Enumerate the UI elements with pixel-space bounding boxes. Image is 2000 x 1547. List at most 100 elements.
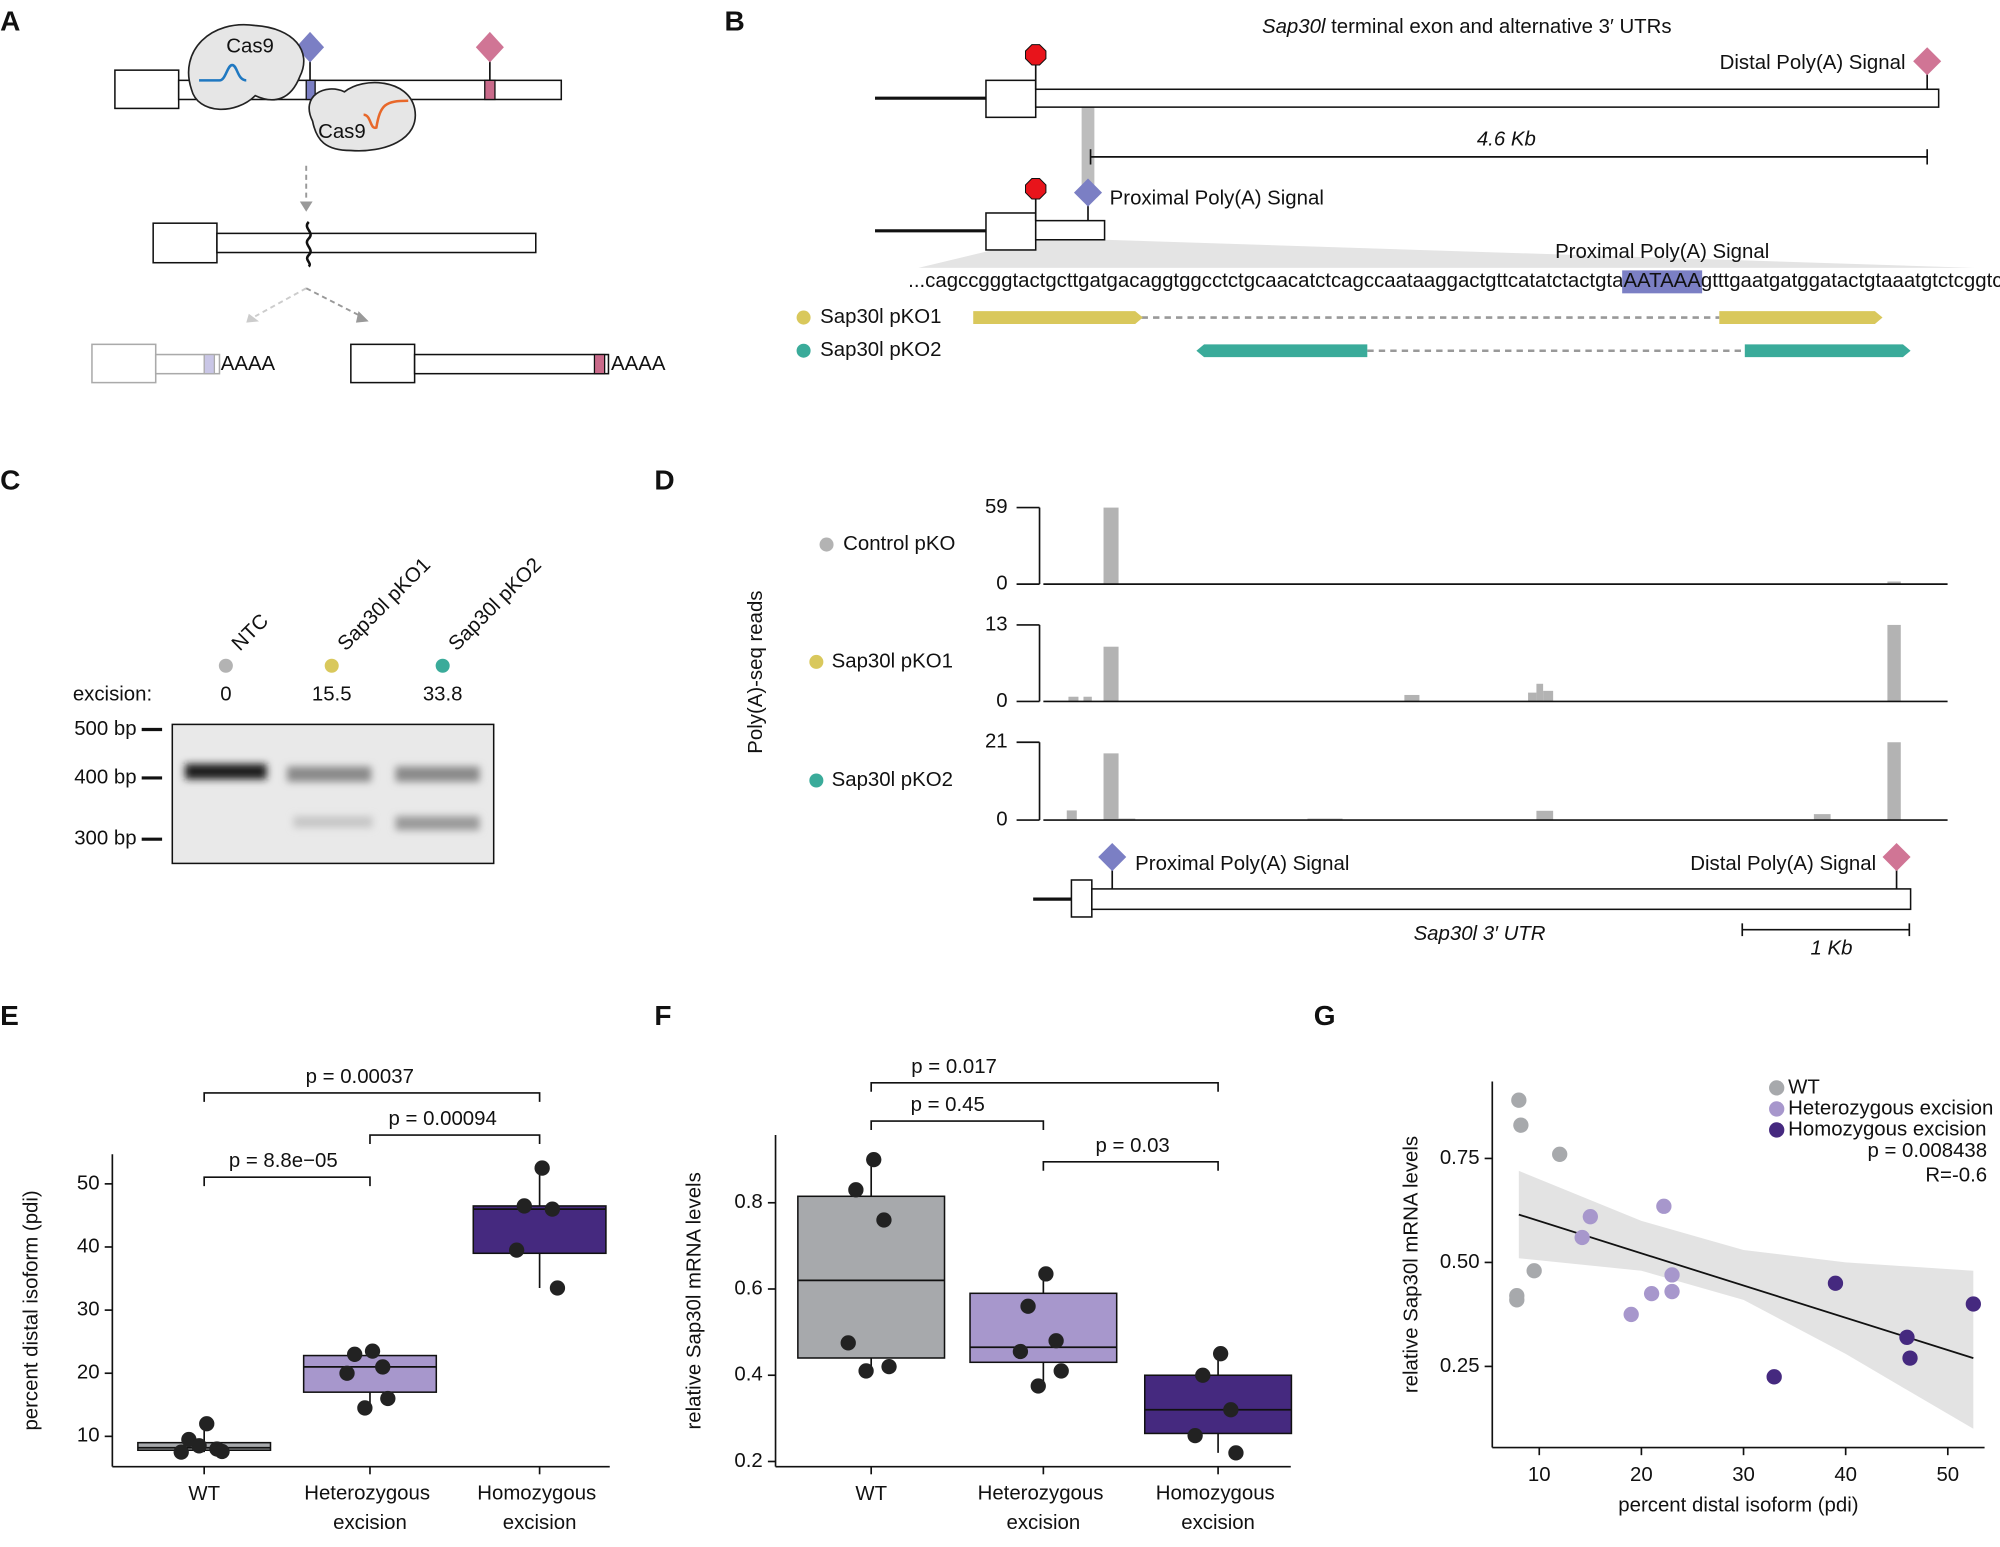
data-point (1552, 1146, 1568, 1162)
legend-label: WT (1788, 1076, 1820, 1098)
p-value: p = 0.03 (1096, 1135, 1170, 1157)
proximal-diamond (1098, 843, 1127, 872)
data-point (1513, 1117, 1529, 1133)
r-value: R=-0.6 (1925, 1164, 1987, 1186)
excision-label: excision: (73, 683, 152, 705)
arrowhead (246, 313, 260, 323)
track-name: Sap30l pKO2 (832, 769, 953, 791)
coverage-bar (1813, 814, 1831, 821)
x-tick-line: Homozygous (477, 1483, 596, 1505)
panel-label: G (1314, 1000, 1336, 1031)
data-point (840, 1335, 856, 1351)
track-dot (809, 773, 824, 788)
lane-name: NTC (228, 610, 273, 655)
sequence: gtttgaatgatggatactgtaaatgtctcggtcaggagga… (1701, 270, 2000, 292)
x-tick-label: 50 (1936, 1464, 1959, 1486)
data-point (1526, 1263, 1542, 1279)
y-axis-label: percent distal isoform (pdi) (20, 1190, 42, 1430)
distal-label: Distal Poly(A) Signal (1720, 52, 1906, 74)
box (302, 1354, 438, 1393)
y-tick-label: 0.2 (734, 1450, 762, 1472)
proximal-label: Proximal Poly(A) Signal (1110, 187, 1324, 209)
data-point (1664, 1267, 1680, 1283)
x-axis-label: percent distal isoform (pdi) (1618, 1495, 1858, 1517)
data-point (1574, 1229, 1590, 1246)
guide-2 (1196, 344, 1368, 358)
band (287, 766, 372, 782)
data-point (549, 1280, 566, 1296)
stop-codon (1024, 44, 1047, 66)
panel-label: A (0, 5, 20, 36)
y-tick-label: 0 (996, 573, 1007, 595)
p-value: p = 0.017 (911, 1056, 997, 1078)
data-point (1766, 1369, 1782, 1385)
bracket (870, 1081, 1219, 1092)
exon (985, 212, 1037, 251)
data-point (1038, 1266, 1054, 1282)
lane-dot (324, 658, 339, 673)
panel-b-title: Sap30l terminal exon and alternative 3′ … (1262, 16, 1672, 38)
band (293, 816, 373, 828)
data-point (1187, 1427, 1203, 1444)
p-value: p = 0.00094 (389, 1108, 497, 1130)
legend-dot (1769, 1122, 1785, 1138)
data-point (1509, 1292, 1525, 1308)
data-point (1012, 1343, 1029, 1360)
proximal-diamond (1073, 178, 1103, 207)
coverage-bar (1066, 810, 1077, 821)
y-axis-label: relative Sap30l mRNA levels (684, 1172, 706, 1429)
ladder-label: 400 bp (74, 766, 136, 788)
ladder-label: 500 bp (74, 718, 136, 740)
utr (1034, 88, 1940, 108)
band (395, 766, 480, 782)
x-tick-line: excision (1007, 1512, 1081, 1534)
cas9 (308, 81, 417, 152)
data-point (1511, 1092, 1527, 1108)
data-point (544, 1201, 561, 1217)
data-point (375, 1359, 391, 1375)
coverage-bar (1103, 753, 1119, 821)
bracket (203, 1092, 541, 1102)
cas9-label: Cas9 (318, 121, 366, 143)
coverage-bar (1528, 692, 1537, 702)
coverage-bar (1103, 646, 1119, 702)
exon (1070, 879, 1093, 918)
bracket (870, 1120, 1045, 1130)
p-value: p = 0.00037 (306, 1066, 414, 1088)
utr (1091, 888, 1912, 911)
guide-1 (973, 311, 1143, 324)
x-tick-label: Heterozygous excision (978, 1483, 1109, 1534)
data-point (199, 1416, 215, 1432)
distal-label: Distal Poly(A) Signal (1690, 853, 1876, 875)
motif-highlight (1622, 270, 1703, 294)
y-tick-label: 0.6 (734, 1277, 762, 1299)
data-point (364, 1343, 381, 1359)
x-tick-line: Heterozygous (978, 1483, 1104, 1505)
coverage-bar (1536, 683, 1544, 702)
data-point (191, 1438, 207, 1454)
guide (199, 63, 247, 82)
data-point (1228, 1445, 1244, 1461)
gel-image (171, 723, 495, 865)
guide-name: Sap30l pKO2 (820, 339, 941, 361)
coverage-bar (1887, 742, 1901, 821)
arrow (254, 287, 307, 318)
zoom (918, 239, 1975, 268)
guide-2 (1744, 344, 1911, 358)
coverage-bar (1103, 507, 1119, 585)
utr (216, 232, 537, 254)
title-rest: terminal exon and alternative 3′ UTRs (1325, 16, 1671, 38)
x-tick-line: Homozygous (1156, 1483, 1275, 1505)
y-tick-label: 0 (996, 690, 1007, 712)
zoom-band (1081, 107, 1095, 192)
guide (363, 99, 409, 129)
polya-tail: AAAA (221, 353, 276, 375)
lane-name: Sap30l pKO2 (445, 554, 546, 655)
data-point (1048, 1333, 1064, 1349)
confidence-band (1518, 1170, 1974, 1429)
y-axis-label: relative Sap30l mRNA levels (1400, 1136, 1422, 1393)
x-tick-label: WT (188, 1483, 220, 1505)
y-tick-label: 59 (985, 496, 1008, 518)
lane-dot (435, 658, 450, 673)
